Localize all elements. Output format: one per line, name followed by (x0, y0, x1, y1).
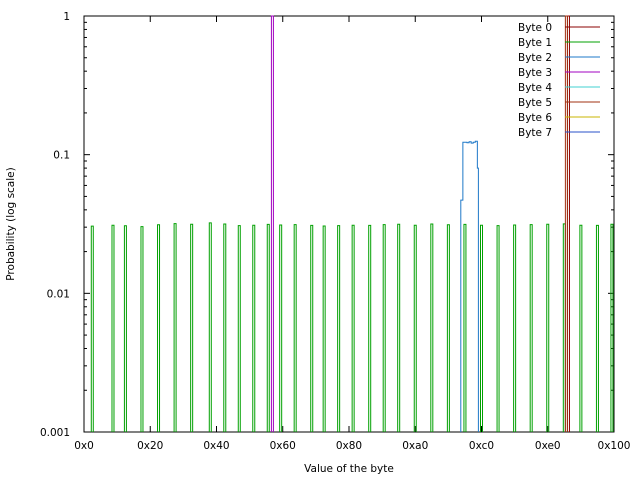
legend-label: Byte 1 (518, 37, 552, 49)
x-tick-label: 0x0 (74, 440, 94, 452)
x-tick-label: 0xa0 (402, 440, 428, 452)
series-1-spike (293, 224, 297, 432)
legend-label: Byte 6 (518, 112, 552, 124)
series-1-spike (480, 224, 483, 432)
legend-label: Byte 4 (518, 82, 552, 94)
series-1-spike (579, 224, 583, 432)
series-1-spike (322, 225, 326, 432)
series-1-spike (111, 224, 115, 432)
series-1-spike (446, 224, 450, 432)
series-1-spike (610, 223, 614, 432)
series-1-spike (529, 224, 533, 432)
series-1-spike (123, 225, 127, 432)
x-tick-label: 0x40 (203, 440, 229, 452)
series-1-spike (208, 222, 212, 432)
series-1-spike (266, 223, 270, 432)
series-1-spike (413, 224, 417, 432)
legend: Byte 0 Byte 1 Byte 2 Byte 3 Byte 4 Byte 5 Byte… (518, 22, 600, 139)
x-axis-label: Value of the byte (304, 463, 394, 475)
x-tick-label: 0xe0 (535, 440, 561, 452)
x-tick-label: 0x100 (598, 440, 631, 452)
series-1-spike (496, 225, 500, 432)
series-1-spike (90, 225, 94, 432)
y-tick-label: 0.001 (40, 427, 70, 439)
series-2-step-line (460, 140, 479, 432)
x-tick-label: 0xc0 (469, 440, 494, 452)
series-1-spike (351, 224, 355, 432)
y-axis-label: Probability (log scale) (5, 167, 17, 280)
legend-label: Byte 3 (518, 67, 552, 79)
series-1-spike (237, 225, 241, 432)
series-1-spike (368, 224, 372, 432)
series-1-spike (310, 224, 314, 432)
series-3-spike (270, 15, 274, 432)
axis-ticks: 0x0 0x20 0x40 0x60 0x80 0xa0 0xc0 0xe0 0x100 0.00… (40, 11, 631, 452)
series-1-spike (252, 224, 256, 432)
x-tick-label: 0x80 (336, 440, 362, 452)
series-1-spike (382, 224, 386, 432)
series-1-spike (513, 224, 517, 432)
y-tick-label: 0.1 (53, 150, 70, 162)
series-1-spike (546, 223, 550, 432)
series-1-spike (595, 224, 599, 432)
series-1-spike (140, 226, 144, 432)
series-1-spike (223, 223, 227, 432)
y-tick-label: 0.01 (47, 288, 70, 300)
y-tick-label: 1 (63, 11, 70, 23)
series-1-spike (173, 223, 177, 432)
series-5-spike (564, 15, 568, 432)
series-1-spike (157, 224, 161, 432)
legend-label: Byte 0 (518, 22, 552, 34)
x-tick-label: 0x20 (137, 440, 163, 452)
series-1-spike (190, 223, 194, 432)
legend-label: Byte 7 (518, 127, 552, 139)
series-1-spike (397, 223, 401, 432)
legend-label: Byte 2 (518, 52, 552, 64)
series-1-spike (430, 223, 434, 432)
series-1-spike (279, 224, 283, 432)
x-tick-label: 0x60 (270, 440, 296, 452)
legend-label: Byte 5 (518, 97, 552, 109)
series-1-spike (463, 223, 467, 432)
series-1-spike (337, 225, 341, 432)
series-layer (90, 15, 614, 432)
